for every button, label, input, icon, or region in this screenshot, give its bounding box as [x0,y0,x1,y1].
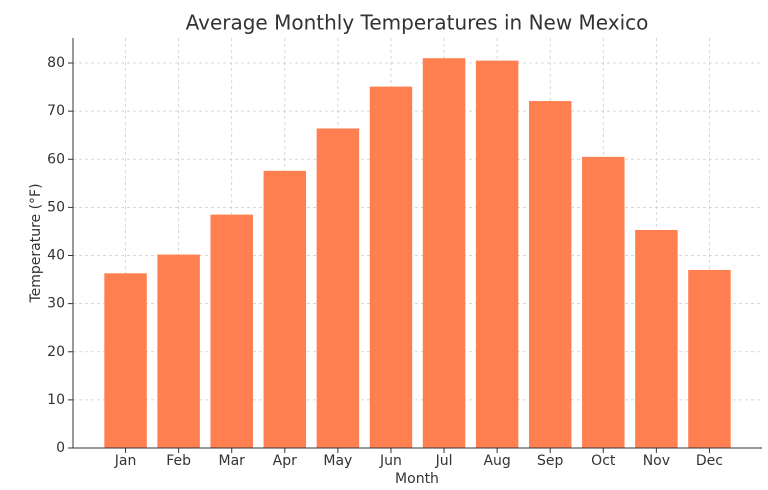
x-tick-label: Oct [591,453,616,469]
bar [422,58,466,448]
bar [635,230,678,448]
bar [104,273,147,448]
x-tick-label: May [323,453,352,469]
x-tick-label: Feb [166,453,191,469]
bar [210,214,253,448]
y-tick-label: 0 [56,440,65,456]
y-axis-label: Temperature (°F) [28,183,44,303]
x-tick-label: Jul [435,453,453,469]
bar [528,101,572,448]
x-tick-label: Sep [537,453,564,469]
x-tick-label: Dec [696,453,723,469]
bar [688,269,731,448]
bar [316,128,360,448]
y-tick-label: 60 [47,151,65,167]
y-tick-label: 80 [47,55,65,71]
bar [475,60,519,448]
x-tick-label: Jun [379,453,402,469]
y-tick-label: 40 [47,248,65,264]
bar [157,254,200,448]
bar [582,156,625,448]
y-tick-label: 30 [47,296,65,312]
y-tick-label: 50 [47,199,65,215]
y-tick-label: 20 [47,344,65,360]
y-tick-label: 10 [47,392,65,408]
x-tick-label: Apr [273,453,297,469]
x-tick-label: Mar [219,453,246,469]
x-tick-label: Aug [483,453,510,469]
x-axis-label: Month [395,471,439,487]
x-tick-label: Nov [643,453,670,469]
x-tick-label: Jan [114,453,137,469]
y-tick-label: 70 [47,103,65,119]
bar [369,86,413,449]
chart-title: Average Monthly Temperatures in New Mexi… [186,11,649,35]
bar [263,170,307,448]
